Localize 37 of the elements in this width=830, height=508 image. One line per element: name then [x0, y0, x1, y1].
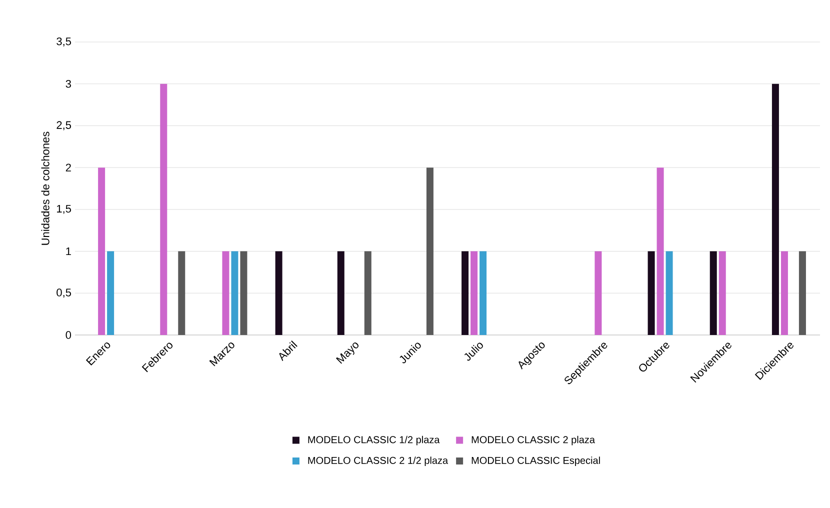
bar	[160, 84, 168, 335]
legend-label: MODELO CLASSIC 2 plaza	[472, 436, 595, 446]
y-tick-label: 0,5	[56, 288, 72, 298]
y-tick-label: 3	[66, 80, 71, 88]
bar	[594, 251, 602, 335]
y-tick-label: 2	[66, 164, 71, 172]
bar	[240, 251, 248, 335]
bar	[666, 251, 673, 335]
bar	[231, 251, 238, 335]
bar	[275, 251, 282, 335]
bar	[98, 168, 106, 335]
y-tick-label: 0	[66, 331, 72, 339]
bar	[178, 251, 186, 335]
legend-label: MODELO CLASSIC Especial	[472, 456, 600, 466]
legend-label: MODELO CLASSIC 1/2 plaza	[308, 436, 440, 446]
y-tick-label: 1	[66, 248, 71, 256]
bar	[718, 251, 726, 335]
bar	[462, 251, 469, 335]
bar	[426, 168, 434, 335]
x-tick-label: Julio	[464, 342, 483, 361]
bar	[480, 251, 487, 335]
bar	[710, 251, 717, 335]
bar	[470, 251, 478, 335]
legend-label: MODELO CLASSIC 2 1/2 plaza	[308, 456, 448, 466]
bar	[337, 251, 344, 335]
bar	[656, 168, 664, 335]
bar	[780, 251, 788, 335]
bar	[222, 251, 230, 335]
y-tick-label: 1,5	[57, 204, 72, 214]
y-tick-label: 3,5	[56, 37, 72, 47]
bar	[364, 251, 372, 335]
bar	[772, 84, 779, 335]
bar	[798, 251, 806, 335]
y-tick-label: 2,5	[56, 121, 72, 130]
y-axis-title: Unidades de colchones	[41, 132, 50, 245]
bar	[648, 251, 655, 335]
bar	[107, 251, 114, 335]
